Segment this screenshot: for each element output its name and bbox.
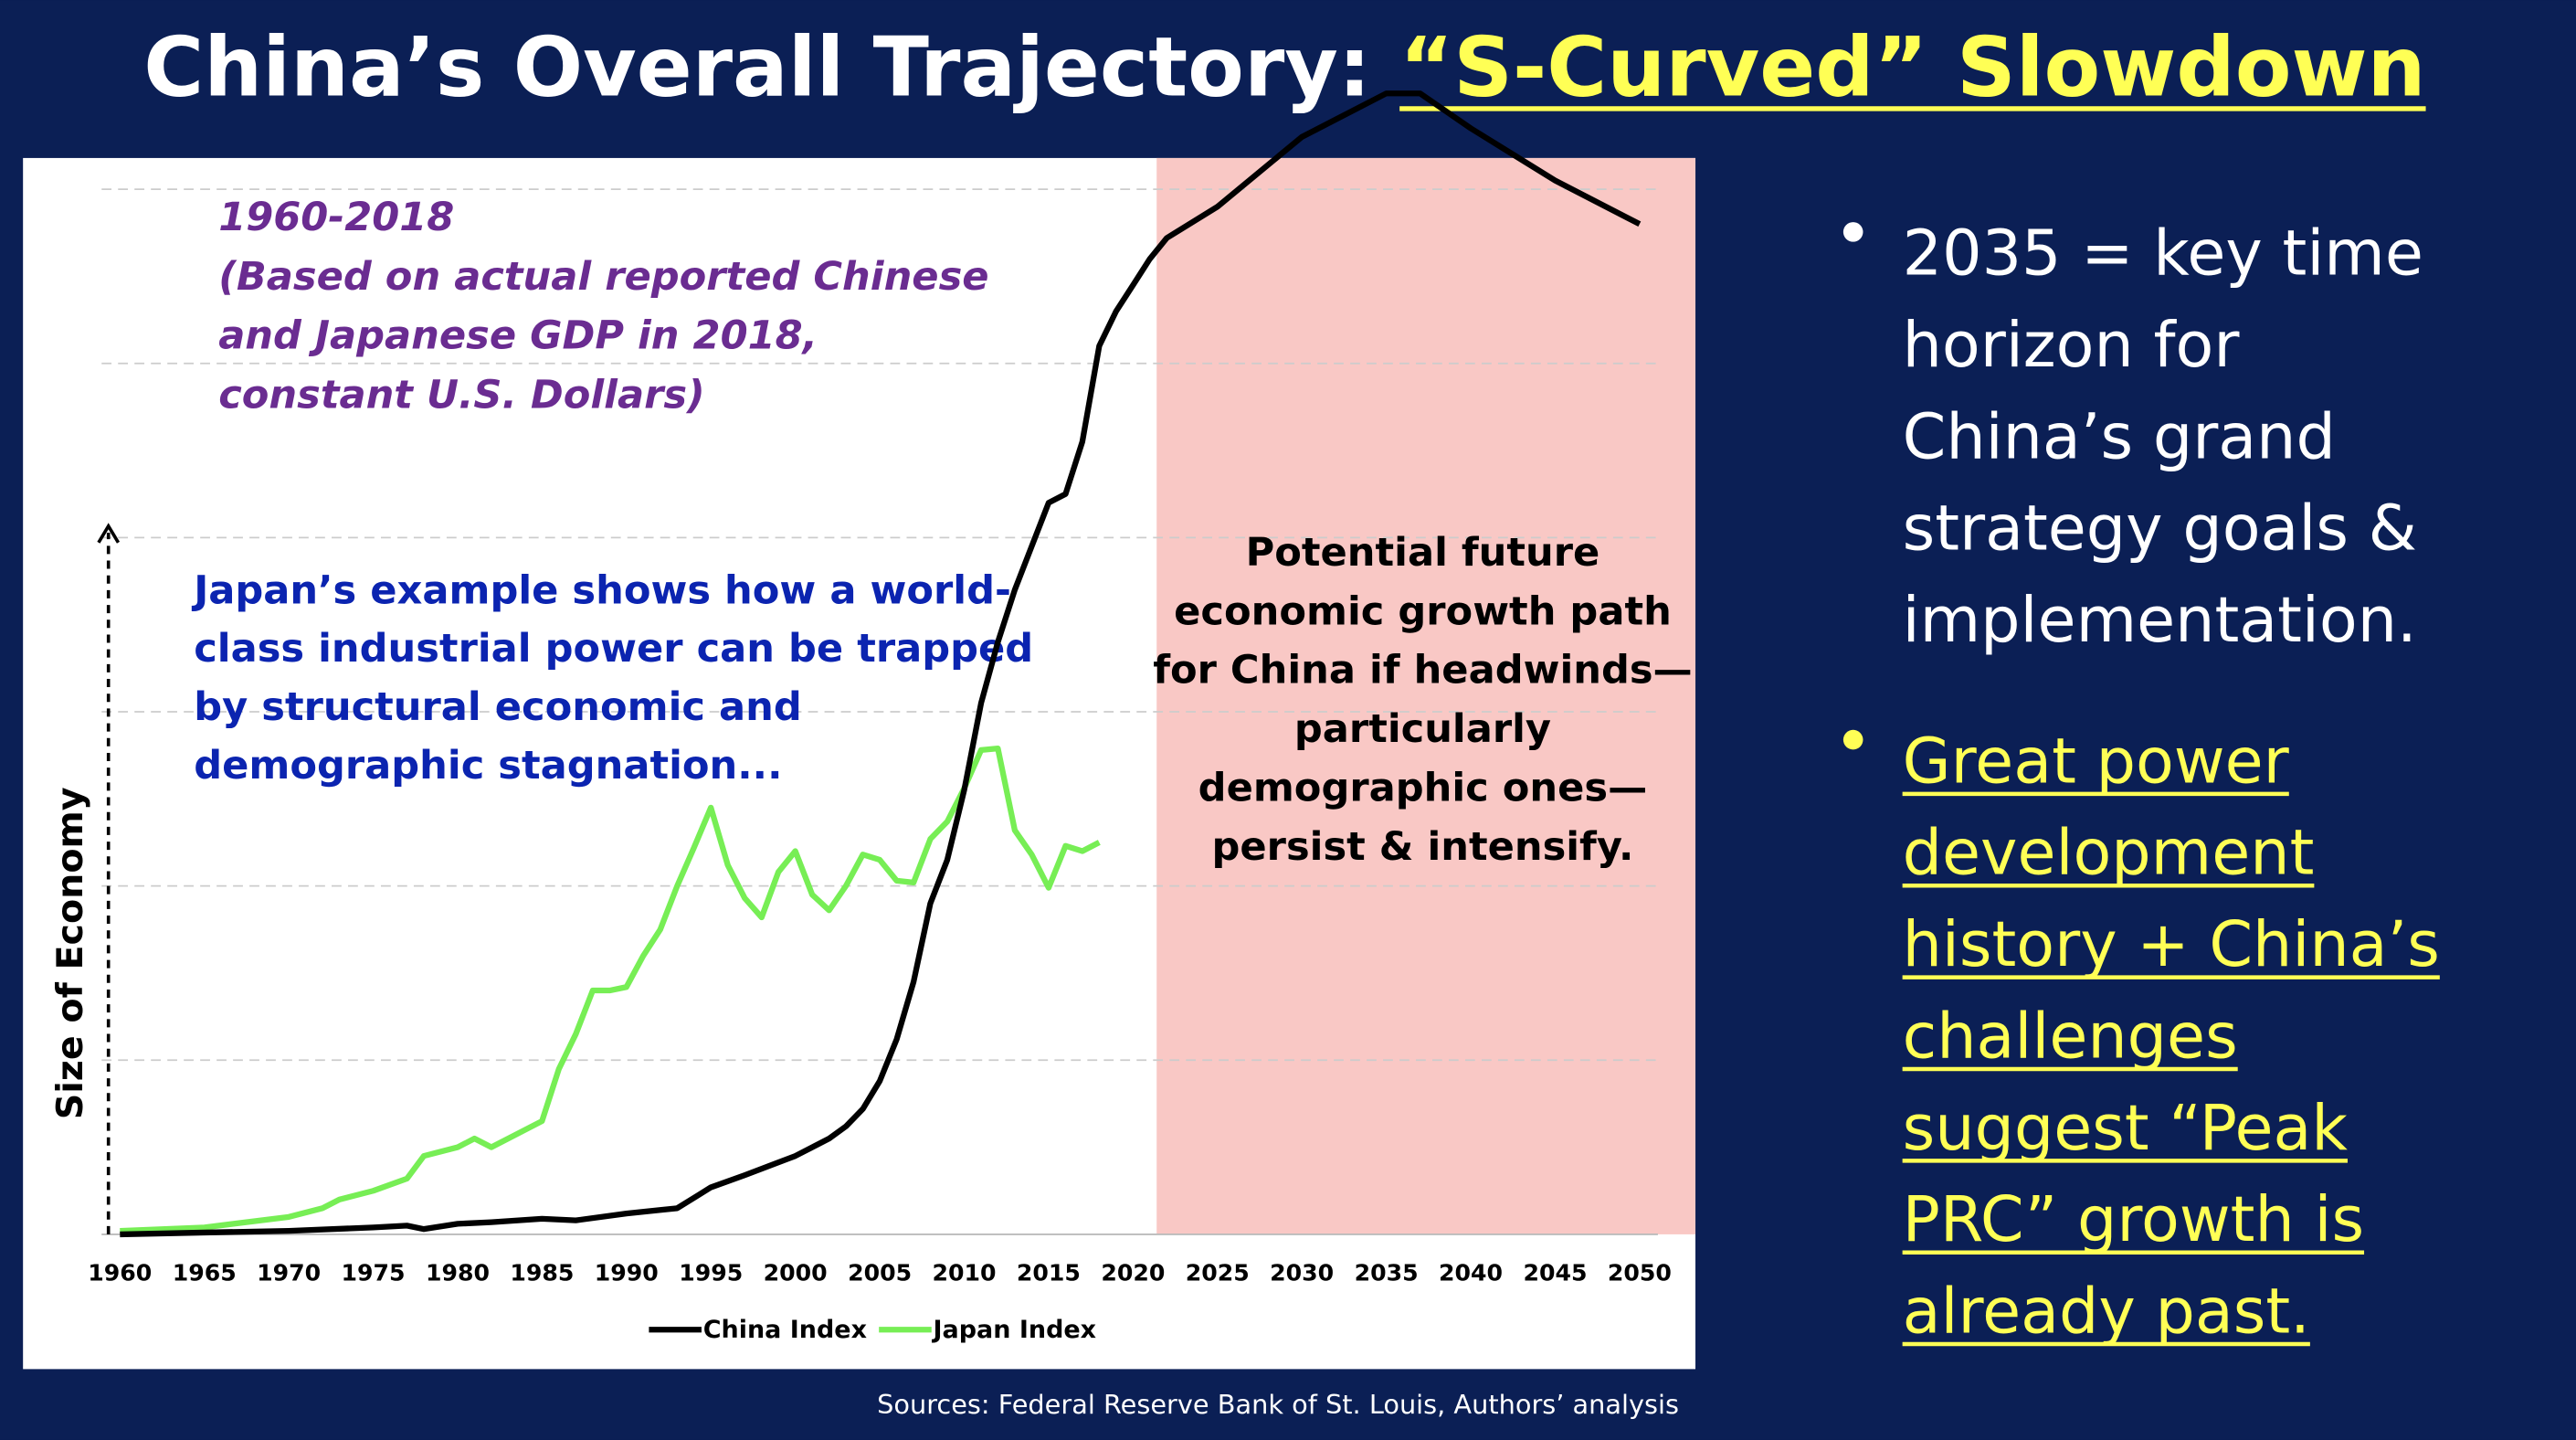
y-axis-arrowhead xyxy=(97,523,121,544)
bullet-dot xyxy=(1842,729,1863,750)
x-tick-label: 2000 xyxy=(764,1259,828,1286)
bullet-dot xyxy=(1842,222,1863,242)
x-tick-label: 2045 xyxy=(1523,1259,1587,1286)
x-tick-label: 2005 xyxy=(848,1259,912,1286)
bullet-line: development xyxy=(1903,818,2315,890)
annotation-line: and Japanese GDP in 2018, xyxy=(218,313,818,359)
title-prefix: China’s Overall Trajectory: xyxy=(143,21,1399,116)
x-tick-label: 1965 xyxy=(173,1259,237,1286)
x-tick-label: 2015 xyxy=(1017,1259,1081,1286)
bullet-line: 2035 = key time xyxy=(1903,218,2423,291)
annotation-line: Japan’s example shows how a world- xyxy=(191,567,1011,613)
x-tick-label: 1960 xyxy=(88,1259,152,1286)
bullet-line: already past. xyxy=(1903,1276,2310,1348)
bullet-line: PRC” growth is xyxy=(1903,1184,2364,1256)
x-tick-label: 2025 xyxy=(1186,1259,1250,1286)
annotation-line: for China if headwinds— xyxy=(1153,648,1693,694)
slide-title: China’s Overall Trajectory: “S-Curved” S… xyxy=(143,21,2425,116)
legend-label: Japan Index xyxy=(932,1316,1097,1344)
annotation-line: particularly xyxy=(1294,706,1551,752)
annotation-line: persist & intensify. xyxy=(1212,824,1634,870)
series-line xyxy=(120,745,1101,1234)
annotation-line: demographic stagnation... xyxy=(194,743,782,789)
x-tick-label: 1980 xyxy=(426,1259,490,1286)
x-tick-label: 1995 xyxy=(679,1259,743,1286)
y-axis-label: Size of Economy xyxy=(49,787,91,1119)
bullet-line: implementation. xyxy=(1903,585,2417,657)
x-tick-label: 2040 xyxy=(1439,1259,1503,1286)
x-tick-label: 2035 xyxy=(1355,1259,1419,1286)
annotation-line: Potential future xyxy=(1246,530,1600,576)
x-tick-label: 1985 xyxy=(510,1259,574,1286)
x-tick-label: 2030 xyxy=(1270,1259,1334,1286)
forecast-region xyxy=(1156,157,1696,1234)
x-tick-label: 2010 xyxy=(932,1259,996,1286)
bullet-line: China’s grand xyxy=(1903,401,2336,473)
x-tick-label: 2020 xyxy=(1101,1259,1165,1286)
title-highlight: “S-Curved” Slowdown xyxy=(1399,21,2425,116)
x-tick-label: 1970 xyxy=(257,1259,321,1286)
x-tick-label: 2050 xyxy=(1608,1259,1672,1286)
bullet-line: challenges xyxy=(1903,1001,2238,1073)
annotation-line: constant U.S. Dollars) xyxy=(218,372,705,418)
legend-label: China Index xyxy=(703,1316,867,1344)
bullet-line: history + China’s xyxy=(1903,909,2440,981)
bullet-line: Great power xyxy=(1903,725,2290,798)
x-tick-label: 1990 xyxy=(595,1259,659,1286)
bullet-line: horizon for xyxy=(1903,310,2241,382)
annotation-line: class industrial power can be trapped xyxy=(194,626,1033,672)
bullet-line: strategy goals & xyxy=(1903,493,2417,566)
bullet-line: suggest “Peak xyxy=(1903,1093,2349,1165)
annotation-line: (Based on actual reported Chinese xyxy=(218,254,988,300)
source: Sources: Federal Reserve Bank of St. Lou… xyxy=(877,1389,1679,1420)
series-line xyxy=(120,90,1642,1238)
annotation-line: demographic ones— xyxy=(1198,765,1648,810)
annotation-line: economic growth path xyxy=(1174,588,1672,634)
x-tick-label: 1975 xyxy=(342,1259,406,1286)
annotation-line: 1960-2018 xyxy=(218,195,454,240)
annotation-line: by structural economic and xyxy=(194,684,802,730)
